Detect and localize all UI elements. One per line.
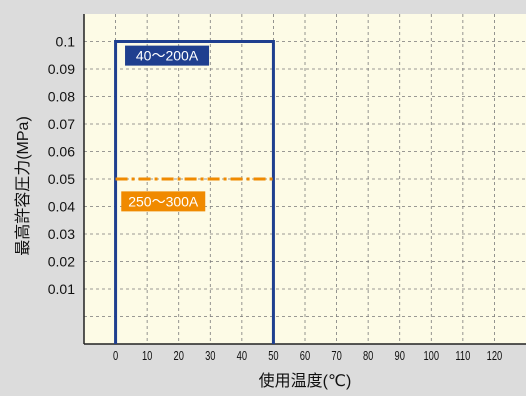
y-tick-label: 0.09: [48, 61, 75, 77]
series-label-1: 250～300A: [128, 193, 199, 209]
y-tick-label: 0.08: [48, 89, 75, 105]
x-tick-label: 80: [363, 350, 373, 364]
series-label-0: 40～200A: [136, 48, 199, 64]
y-tick-label: 0.02: [48, 254, 75, 270]
series-label-box-1: [121, 191, 206, 212]
x-tick-label: 100: [423, 350, 439, 364]
y-tick-label: 0.03: [48, 226, 75, 242]
series: [114, 40, 275, 344]
axes: [83, 14, 526, 345]
series-label-box-0: [125, 45, 210, 66]
x-tick-label: 0: [113, 350, 118, 364]
x-tick-label: 20: [174, 350, 184, 364]
x-tick-label: 90: [395, 350, 405, 364]
x-tick-label: 50: [268, 350, 278, 364]
tick-labels: 0.01 0.02 0.03 0.04 0.05 0.06 0.07 0.08 0.09 0.1 0…: [48, 34, 502, 364]
y-tick-label: 0.05: [48, 171, 75, 187]
y-tick-label: 0.1: [56, 34, 76, 50]
x-tick-label: 120: [487, 350, 503, 364]
y-tick-label: 0.06: [48, 144, 75, 160]
x-tick-label: 10: [142, 350, 152, 364]
x-axis-label: 使用温度(℃): [259, 372, 352, 390]
y-tick-label: 0.01: [48, 281, 75, 297]
x-tick-label: 70: [331, 350, 341, 364]
x-tick-label: 110: [455, 350, 470, 364]
y-tick-label: 0.04: [48, 199, 75, 215]
y-axis-label: 最高許容圧力(MPa): [14, 116, 32, 256]
x-tick-label: 30: [205, 350, 215, 364]
x-tick-label: 40: [237, 350, 247, 364]
series-line-0: [114, 40, 275, 344]
x-tick-label: 60: [300, 350, 310, 364]
series-labels: 40～200A 250～300A: [121, 45, 210, 212]
y-tick-label: 0.07: [48, 116, 75, 132]
